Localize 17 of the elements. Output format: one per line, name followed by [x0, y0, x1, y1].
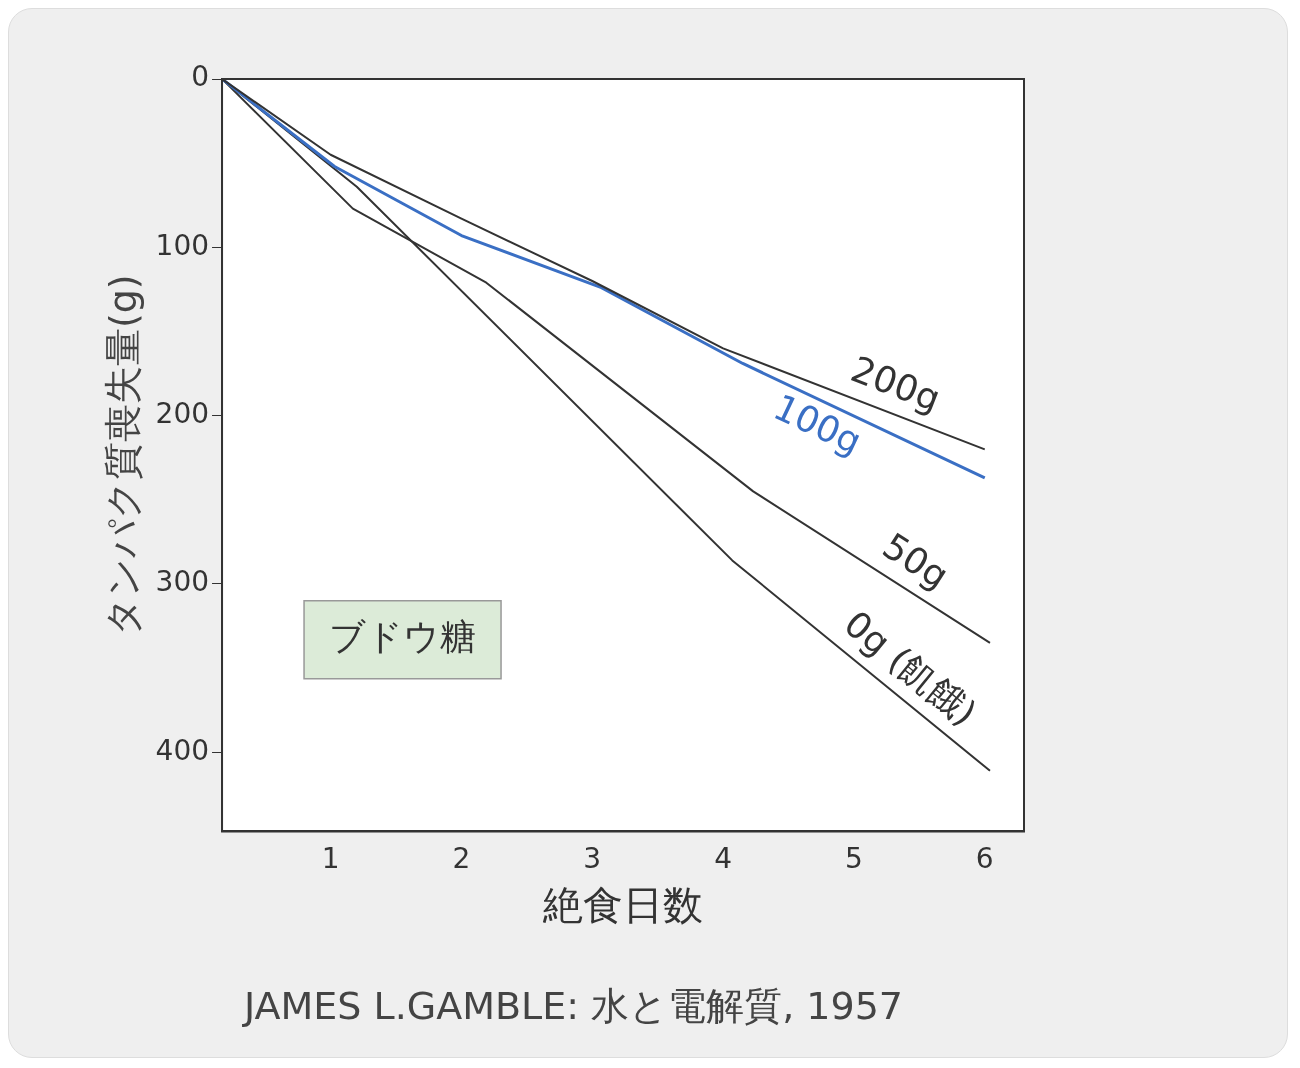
y-tick-label: 200	[155, 396, 210, 430]
text: JAMES L.GAMBLE: 水と電解質, 1957	[242, 983, 904, 1028]
y-tick-label: 0	[191, 60, 210, 94]
text: 0g (飢餓)	[836, 602, 985, 734]
x-axis-title: 絶食日数	[542, 882, 704, 929]
y-tick-label: 300	[155, 565, 210, 599]
text: 50g	[875, 525, 956, 597]
y-axis-title: タンパク質喪失量(g)	[100, 274, 145, 637]
annotation: ブドウ糖	[329, 616, 477, 658]
y-tick-label: 100	[155, 228, 210, 262]
x-tick-label: 3	[583, 842, 602, 876]
y-tick-label: 400	[155, 733, 210, 767]
x-tick-label: 1	[321, 842, 340, 876]
x-tick-label: 5	[845, 842, 863, 876]
x-tick-label: 4	[714, 842, 733, 876]
x-tick-label: 2	[452, 842, 471, 876]
x-tick-label: 6	[975, 842, 994, 876]
